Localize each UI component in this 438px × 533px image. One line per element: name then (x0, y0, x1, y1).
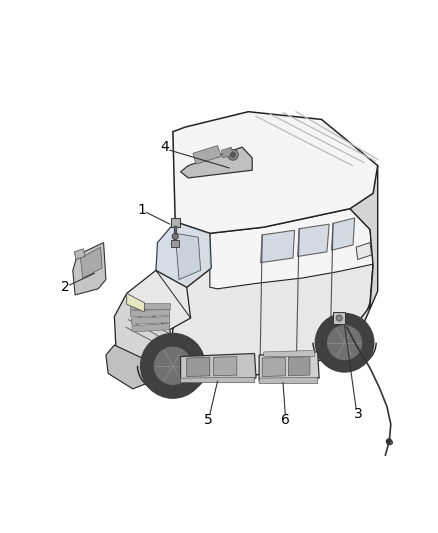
Polygon shape (180, 377, 254, 383)
Polygon shape (170, 218, 180, 227)
Polygon shape (173, 112, 378, 233)
Polygon shape (259, 352, 319, 381)
Circle shape (315, 313, 374, 372)
Polygon shape (180, 147, 252, 178)
Polygon shape (333, 312, 346, 324)
Text: 4: 4 (161, 140, 170, 154)
Polygon shape (259, 377, 318, 384)
Polygon shape (73, 243, 106, 295)
Circle shape (155, 348, 191, 384)
Polygon shape (288, 357, 310, 376)
Polygon shape (81, 247, 102, 278)
Polygon shape (156, 222, 212, 287)
Circle shape (172, 233, 178, 239)
Text: 2: 2 (61, 280, 70, 294)
Polygon shape (264, 350, 314, 357)
Polygon shape (221, 147, 233, 158)
Polygon shape (114, 294, 173, 364)
Text: 3: 3 (354, 407, 363, 421)
Polygon shape (106, 345, 156, 389)
Text: 5: 5 (204, 413, 213, 427)
Polygon shape (127, 294, 145, 312)
Polygon shape (187, 357, 210, 377)
Polygon shape (329, 166, 378, 358)
Polygon shape (262, 357, 285, 377)
Polygon shape (180, 353, 256, 381)
Polygon shape (131, 317, 170, 324)
Text: 1: 1 (138, 203, 147, 217)
Polygon shape (127, 270, 191, 329)
Polygon shape (131, 310, 170, 317)
Polygon shape (332, 218, 355, 251)
Polygon shape (356, 243, 371, 260)
Polygon shape (210, 209, 373, 289)
Polygon shape (132, 324, 170, 332)
Polygon shape (171, 239, 179, 247)
Polygon shape (175, 233, 201, 280)
Polygon shape (170, 209, 373, 378)
Text: 6: 6 (281, 413, 290, 427)
Polygon shape (261, 230, 294, 263)
Polygon shape (298, 224, 329, 256)
Circle shape (228, 149, 238, 160)
Polygon shape (74, 249, 85, 260)
Polygon shape (130, 303, 170, 309)
Circle shape (231, 152, 235, 157)
Circle shape (141, 334, 205, 398)
Polygon shape (214, 357, 237, 376)
Circle shape (336, 315, 342, 321)
Circle shape (328, 326, 361, 360)
Polygon shape (193, 146, 221, 164)
